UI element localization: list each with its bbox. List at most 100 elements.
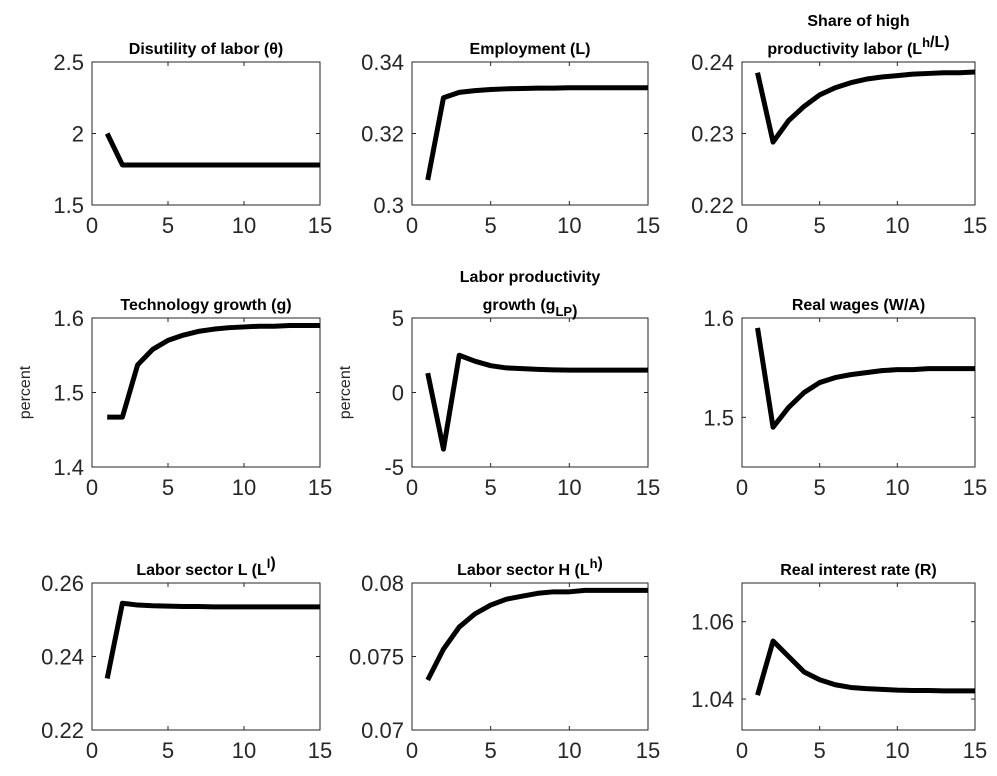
- x-tick-label: 5: [162, 738, 174, 763]
- chart-title: Disutility of labor (θ): [129, 41, 283, 58]
- x-tick-label: 5: [485, 475, 497, 500]
- data-line: [104, 132, 320, 168]
- y-tick-label: 0.26: [41, 571, 84, 596]
- title-text: Labor sector H (L: [457, 562, 590, 579]
- x-tick-label: 10: [232, 738, 256, 763]
- x-tick-label: 0: [406, 738, 418, 763]
- y-tick-label: 0.3: [373, 193, 404, 218]
- x-tick-label: 10: [885, 213, 909, 238]
- x-tick-label: 5: [162, 475, 174, 500]
- x-tick-label: 15: [963, 213, 987, 238]
- title-subscript: LP: [555, 304, 572, 319]
- plot-area: [741, 582, 976, 731]
- title-superscript: h: [590, 556, 598, 571]
- title-text: Employment (L): [470, 41, 591, 58]
- x-tick-label: 10: [557, 213, 581, 238]
- chart-title: Employment (L): [470, 41, 591, 58]
- x-tick-label: 5: [814, 213, 826, 238]
- chart-title: Labor sector H (Lh): [457, 555, 603, 579]
- x-tick-label: 5: [485, 213, 497, 238]
- x-tick-label: 5: [162, 213, 174, 238]
- x-tick-label: 0: [86, 213, 98, 238]
- y-tick-label: 0.24: [691, 50, 734, 75]
- x-tick-label: 10: [557, 738, 581, 763]
- title-text: ): [270, 555, 275, 572]
- x-tick-label: 0: [86, 738, 98, 763]
- plot-area: [411, 317, 649, 468]
- y-tick-label: 1.5: [53, 381, 84, 406]
- y-tick-label: -5: [384, 455, 404, 480]
- data-line: [755, 638, 975, 696]
- y-tick-label: 1.4: [53, 455, 84, 480]
- chart-title: Share of high: [807, 13, 909, 30]
- data-line: [425, 587, 648, 682]
- title-text: growth (g: [483, 297, 556, 314]
- x-tick-label: 10: [557, 475, 581, 500]
- title-text: /L): [930, 34, 950, 51]
- y-axis-label: percent: [337, 365, 354, 419]
- y-tick-label: 1.06: [691, 610, 734, 635]
- y-tick-label: 0.07: [361, 718, 404, 743]
- title-text: Technology growth (g): [120, 297, 291, 314]
- x-tick-label: 10: [885, 475, 909, 500]
- y-tick-label: 0.075: [349, 645, 404, 670]
- plot-area: [91, 317, 321, 468]
- y-tick-label: 0: [392, 381, 404, 406]
- data-line: [104, 600, 320, 680]
- title-text: productivity labor (L: [767, 41, 922, 58]
- x-tick-label: 0: [86, 475, 98, 500]
- y-tick-label: 0.08: [361, 571, 404, 596]
- title-text: Real interest rate (R): [780, 562, 937, 579]
- title-text: ): [598, 555, 603, 572]
- x-tick-label: 10: [885, 738, 909, 763]
- x-tick-label: 5: [814, 738, 826, 763]
- y-tick-label: 1.5: [703, 405, 734, 430]
- x-tick-label: 15: [308, 213, 332, 238]
- x-tick-label: 5: [814, 475, 826, 500]
- x-tick-label: 10: [232, 475, 256, 500]
- data-line: [107, 322, 320, 420]
- x-tick-label: 15: [308, 738, 332, 763]
- chart-title: productivity labor (Lh/L): [767, 34, 949, 58]
- chart-title: Real interest rate (R): [780, 562, 937, 579]
- plot-area: [91, 61, 321, 206]
- y-tick-label: 5: [392, 306, 404, 331]
- x-tick-label: 10: [232, 213, 256, 238]
- y-tick-label: 2.5: [53, 50, 84, 75]
- chart-title: Technology growth (g): [120, 297, 291, 314]
- data-line: [755, 69, 976, 145]
- y-tick-label: 1.5: [53, 193, 84, 218]
- plot-area: [411, 61, 649, 206]
- x-tick-label: 0: [736, 738, 748, 763]
- x-tick-label: 0: [406, 213, 418, 238]
- title-superscript: h: [922, 35, 930, 50]
- x-tick-label: 0: [406, 475, 418, 500]
- title-text: ): [572, 303, 577, 320]
- data-line: [425, 85, 648, 181]
- x-tick-label: 15: [636, 475, 660, 500]
- title-text: Real wages (W/A): [792, 297, 925, 314]
- y-tick-label: 0.22: [41, 718, 84, 743]
- y-tick-label: 1.04: [691, 687, 734, 712]
- x-tick-label: 15: [636, 213, 660, 238]
- title-text: Share of high: [807, 13, 909, 30]
- plot-area: [411, 582, 649, 731]
- title-text: Labor sector L (L: [136, 562, 267, 579]
- data-line: [425, 352, 648, 452]
- y-axis-label: percent: [17, 365, 34, 419]
- plot-area: [741, 317, 976, 468]
- chart-title: growth (gLP): [483, 297, 578, 320]
- chart-title: Real wages (W/A): [792, 297, 925, 314]
- x-tick-label: 15: [636, 738, 660, 763]
- y-tick-label: 0.24: [41, 645, 84, 670]
- y-tick-label: 0.34: [361, 50, 404, 75]
- title-superscript: l: [267, 556, 271, 571]
- y-tick-label: 1.6: [703, 306, 734, 331]
- x-tick-label: 0: [736, 475, 748, 500]
- x-tick-label: 5: [485, 738, 497, 763]
- data-line: [755, 327, 975, 430]
- y-tick-label: 0.22: [691, 193, 734, 218]
- chart-title: Labor productivity: [460, 269, 601, 286]
- x-tick-label: 15: [963, 738, 987, 763]
